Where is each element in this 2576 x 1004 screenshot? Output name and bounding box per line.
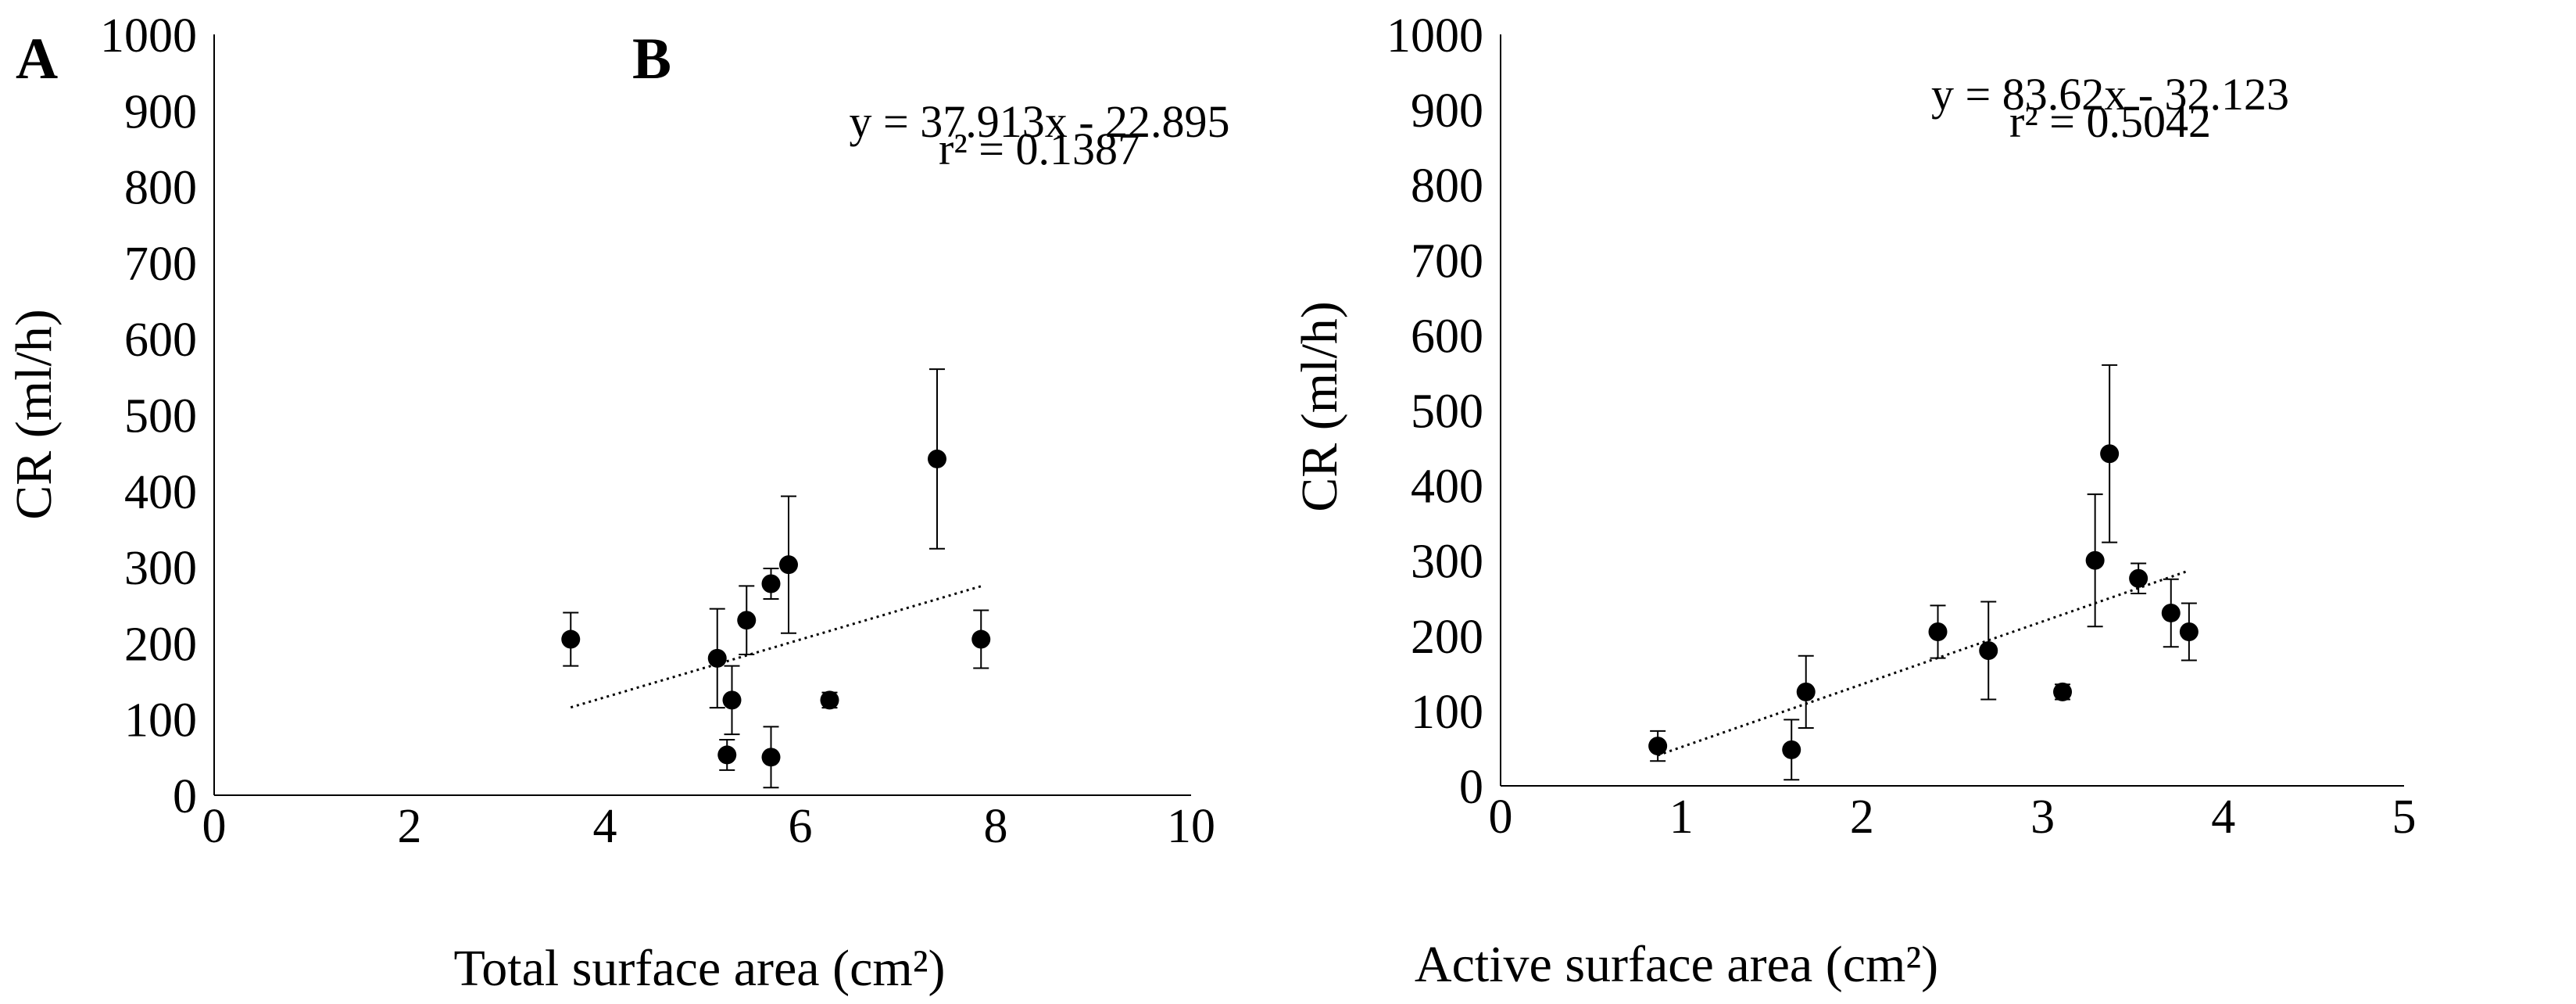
panel-a-data-point	[561, 629, 581, 649]
panel-a-trendline-group	[570, 585, 982, 709]
panel-b-x-tick-label: 4	[2211, 791, 2235, 844]
panel-b-data-point	[2129, 568, 2148, 588]
panel-a-axes	[213, 34, 1191, 796]
panel-b-data-point	[2161, 603, 2181, 622]
panel-b-y-tick-label: 100	[1411, 686, 1483, 739]
panel-a-y-tick-label: 200	[124, 618, 197, 671]
panel-b-x-ticks: 0 1 2 3 4 5	[1489, 791, 2417, 844]
panel-b-y-axis-title: CR (ml/h)	[1291, 301, 1348, 512]
panel-b-letter: B	[632, 27, 671, 91]
panel-b-data-points	[1648, 364, 2199, 781]
panel-a-y-tick-label: 300	[124, 542, 197, 595]
panel-a-equation: y = 37.913x - 22.895	[849, 96, 1229, 147]
panel-b-data-point	[1782, 740, 1801, 759]
panel-b-data-point	[2085, 550, 2105, 570]
panel-b-y-tick-label: 0	[1459, 761, 1483, 814]
panel-b-x-tick-label: 0	[1489, 791, 1513, 844]
panel-a-y-tick-label: 800	[124, 162, 197, 215]
panel-a-x-tick-label: 6	[789, 800, 813, 853]
panel-b-y-tick-label: 1000	[1386, 9, 1483, 63]
panel-b-x-tick-label: 5	[2392, 791, 2417, 844]
panel-b-data-point	[2100, 444, 2120, 464]
panel-b-y-tick-label: 300	[1411, 536, 1483, 589]
panel-a-data-point	[928, 449, 946, 468]
panel-b-data-point	[1979, 641, 1998, 661]
panel-a-letter: A	[16, 27, 58, 91]
panel-b-y-tick-label: 600	[1411, 310, 1483, 363]
panel-a-y-tick-label: 100	[124, 694, 197, 748]
panel-b-data-point	[2179, 622, 2199, 641]
panel-b-trendline-group	[1657, 569, 2190, 757]
panel-a-x-tick-label: 4	[593, 800, 617, 853]
panel-b-y-tick-label: 500	[1411, 385, 1483, 439]
panel-a-data-point	[717, 745, 737, 765]
panel-a-y-tick-label: 700	[124, 238, 197, 291]
panel-a-y-tick-label: 400	[124, 466, 197, 519]
panel-a-x-axis-title: Total surface area (cm²)	[454, 940, 946, 997]
panel-b-x-tick-label: 1	[1669, 791, 1694, 844]
panel-b-y-tick-label: 700	[1411, 235, 1483, 288]
panel-b-data-point	[1928, 622, 1948, 641]
panel-b-data-point	[2053, 682, 2073, 701]
panel-b-r-squared: r² = 0.5042	[2009, 96, 2211, 147]
panel-a-x-tick-label: 10	[1167, 800, 1215, 853]
panel-b-y-tick-label: 800	[1411, 160, 1483, 213]
panel-a-y-tick-label: 0	[173, 770, 197, 823]
panel-a-y-tick-label: 1000	[100, 9, 197, 63]
panel-a-data-point	[779, 555, 798, 575]
panel-a-y-tick-label: 600	[124, 314, 197, 367]
panel-a-data-point	[761, 574, 781, 593]
panel-a-y-ticks: 0 100 200 300 400 500 600 700 800 900 1000	[100, 9, 197, 823]
panel-a-data-points	[561, 368, 991, 789]
panel-a-x-tick-label: 2	[398, 800, 422, 853]
panel-a-data-point	[820, 690, 839, 710]
panel-a-trendline	[570, 585, 982, 709]
panel-b-y-tick-label: 200	[1411, 611, 1483, 664]
panel-a-x-ticks: 0 2 4 6 8 10	[202, 800, 1216, 853]
panel-b-data-point	[1796, 682, 1816, 701]
panel-b-x-tick-label: 2	[1850, 791, 1874, 844]
panel-a-y-axis-title: CR (ml/h)	[5, 309, 63, 520]
panel-b-y-tick-label: 400	[1411, 461, 1483, 514]
panel-a-data-point	[971, 629, 991, 649]
panel-b-y-tick-label: 900	[1411, 84, 1483, 138]
panel-a-data-point	[707, 648, 727, 668]
panel-b-y-ticks: 0 100 200 300 400 500 600 700 800 900 1000	[1386, 9, 1483, 814]
panel-a-y-tick-label: 500	[124, 390, 197, 443]
panel-a-data-point	[737, 611, 757, 630]
panel-b-axes	[1500, 34, 2404, 787]
panel-a-r-squared: r² = 0.1387	[939, 124, 1140, 174]
panel-a-x-tick-label: 8	[984, 800, 1008, 853]
panel-b-data-point	[1648, 737, 1668, 756]
panel-a-x-tick-label: 0	[202, 800, 227, 853]
panel-b-trendline	[1657, 569, 2190, 757]
panel-a-y-tick-label: 900	[124, 85, 197, 138]
panel-b-x-tick-label: 3	[2030, 791, 2055, 844]
panel-b-x-axis-title: Active surface area (cm²)	[1415, 936, 1938, 993]
panel-b-equation: y = 83.62x - 32.123	[1931, 69, 2289, 120]
panel-a-data-point	[761, 748, 781, 767]
panel-a-data-point	[722, 690, 742, 710]
